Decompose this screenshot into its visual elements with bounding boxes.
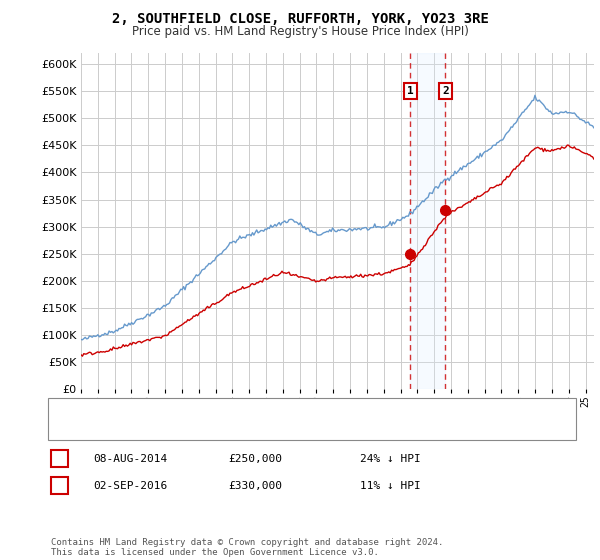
Text: 02-SEP-2016: 02-SEP-2016 xyxy=(93,480,167,491)
Text: 2, SOUTHFIELD CLOSE, RUFFORTH, YORK, YO23 3RE: 2, SOUTHFIELD CLOSE, RUFFORTH, YORK, YO2… xyxy=(112,12,488,26)
Text: 1: 1 xyxy=(407,86,414,96)
Text: Price paid vs. HM Land Registry's House Price Index (HPI): Price paid vs. HM Land Registry's House … xyxy=(131,25,469,38)
Text: 2, SOUTHFIELD CLOSE, RUFFORTH, YORK, YO23 3RE (detached house): 2, SOUTHFIELD CLOSE, RUFFORTH, YORK, YO2… xyxy=(87,404,475,414)
Text: 2: 2 xyxy=(442,86,449,96)
Text: 08-AUG-2014: 08-AUG-2014 xyxy=(93,454,167,464)
Text: 2: 2 xyxy=(56,480,63,491)
Text: 24% ↓ HPI: 24% ↓ HPI xyxy=(360,454,421,464)
Bar xyxy=(410,53,445,389)
Text: £330,000: £330,000 xyxy=(228,480,282,491)
Text: £250,000: £250,000 xyxy=(228,454,282,464)
Text: 11% ↓ HPI: 11% ↓ HPI xyxy=(360,480,421,491)
Text: 1: 1 xyxy=(56,454,63,464)
Text: Contains HM Land Registry data © Crown copyright and database right 2024.
This d: Contains HM Land Registry data © Crown c… xyxy=(51,538,443,557)
Text: HPI: Average price, detached house, York: HPI: Average price, detached house, York xyxy=(87,423,337,433)
